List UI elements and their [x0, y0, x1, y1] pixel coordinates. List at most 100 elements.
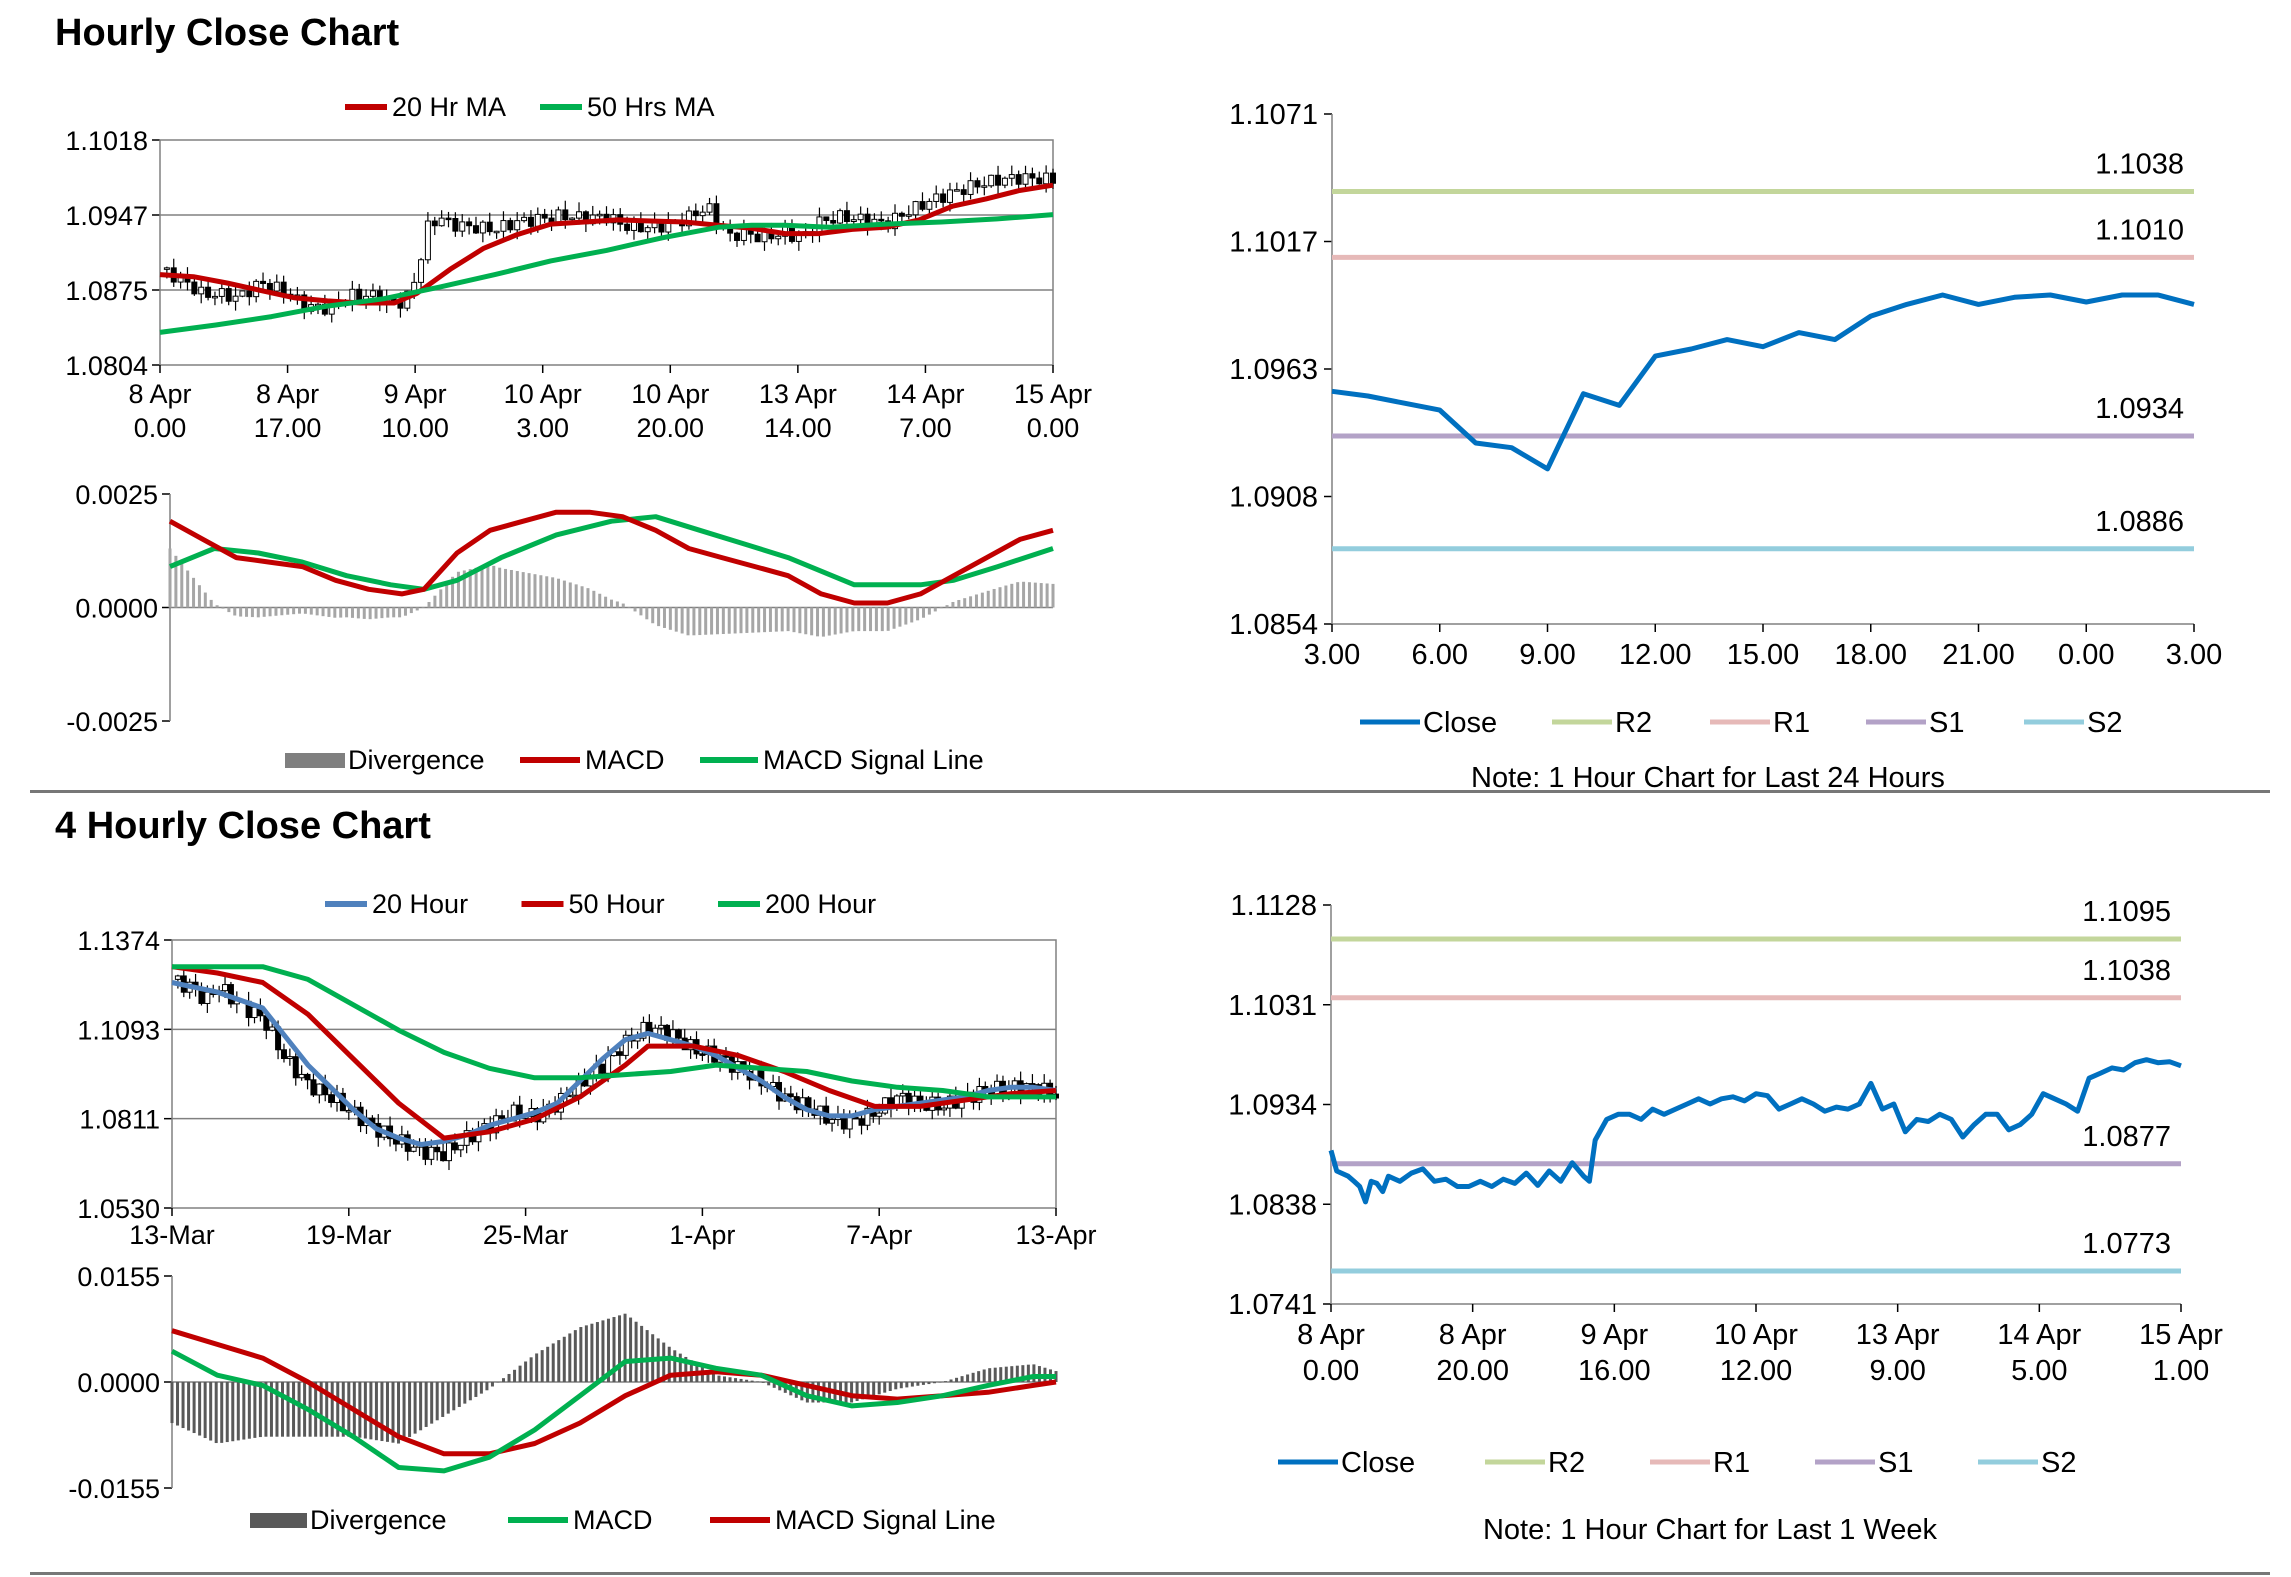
- four_hourly_price-candle-body-94: [722, 1055, 729, 1058]
- hourly_price-candle-body-56: [541, 213, 548, 219]
- four_hourly_macd-divergence-bar-32: [341, 1382, 345, 1437]
- four_hourly_price-candle-body-56: [499, 1115, 506, 1119]
- hourly_price-candle-body-126: [1022, 173, 1029, 185]
- week_close-xtick-time-4: 12.00: [1720, 1355, 1793, 1387]
- hourly_price-candle-body-52: [514, 220, 521, 231]
- four_hourly_macd-divergence-bar-23: [292, 1382, 296, 1437]
- hourly_macd-divergence-bar-13: [239, 607, 243, 617]
- four_hourly_macd-divergence-bar-4: [187, 1382, 191, 1431]
- four_hourly_price-candle-body-24: [310, 1079, 317, 1096]
- hourly_macd-divergence-bar-147: [1027, 582, 1031, 608]
- hourly_macd-divergence-bar-89: [686, 607, 690, 636]
- four_hourly_macd-divergence-bar-73: [568, 1333, 572, 1382]
- four_hourly_macd-divergence-bar-133: [899, 1382, 903, 1389]
- hourly_price-candle-body-60: [569, 217, 576, 221]
- hourly_price-candle-body-43: [452, 218, 459, 232]
- four_hourly_macd-divergence-bar-16: [253, 1382, 257, 1438]
- hourly_macd-divergence-bar-95: [721, 607, 725, 634]
- four_hourly_macd-divergence-bar-5: [192, 1382, 196, 1434]
- hourly_macd-divergence-bar-14: [245, 607, 249, 617]
- hourly_price-candle-body-130: [1050, 172, 1056, 184]
- hourly_macd-divergence-bar-151: [1051, 583, 1055, 608]
- four_hourly_macd-divergence-bar-75: [579, 1327, 583, 1382]
- four_hourly_macd-divergence-bar-143: [955, 1377, 959, 1382]
- four_hourly_price-candle-body-120: [876, 1112, 883, 1117]
- four_hourly_price-candle-body-17: [269, 1026, 276, 1031]
- hourly_macd-divergence-bar-22: [292, 607, 296, 615]
- hourly_price-xtick-date-5: 10 Apr: [631, 379, 709, 409]
- four_hourly_macd-divergence-bar-91: [667, 1346, 671, 1382]
- hourly_price-xtick-date-8: 15 Apr: [1014, 379, 1092, 409]
- day_close-ytick-label-4: 1.0908: [1229, 482, 1318, 514]
- day_close-ytick-label-1: 1.1071: [1229, 99, 1318, 131]
- four_hourly_macd-divergence-bar-138: [927, 1382, 931, 1385]
- hourly_price-candle-body-83: [727, 228, 734, 234]
- hourly_price-candle-body-42: [445, 217, 452, 221]
- four_hourly_macd-divergence-bar-19: [269, 1382, 273, 1437]
- week-close-legend-label-4: S1: [1878, 1447, 1913, 1479]
- hourly_macd-divergence-bar-24: [303, 607, 307, 614]
- hourly_price-candle-body-97: [823, 216, 830, 221]
- hourly_price-candle-body-111: [919, 201, 926, 210]
- four_hourly_macd-divergence-bar-83: [623, 1313, 627, 1382]
- four_hourly_macd-divergence-bar-38: [374, 1382, 378, 1441]
- four_hourly_macd-divergence-bar-74: [573, 1330, 577, 1382]
- hourly_macd-divergence-bar-21: [286, 607, 290, 615]
- week_close-xtick-date-6: 14 Apr: [1997, 1319, 2081, 1351]
- four_hourly_macd-divergence-bar-50: [441, 1382, 445, 1417]
- hourly_price-candle-body-9: [218, 288, 225, 297]
- hourly_macd-divergence-bar-80: [633, 607, 637, 612]
- hourly_price-candle-body-68: [624, 223, 631, 231]
- hourly_macd-divergence-bar-43: [415, 607, 419, 611]
- hourly_macd-divergence-bar-41: [403, 607, 407, 616]
- hourly_price-candle-body-84: [734, 232, 741, 241]
- hourly_price-candle-body-107: [892, 212, 899, 230]
- hourly_price-candle-body-118: [967, 180, 974, 195]
- hourly_macd-divergence-bar-38: [386, 607, 390, 618]
- four_hourly_macd-divergence-bar-28: [319, 1382, 323, 1437]
- four-hourly-macd-legend-label-2: MACD: [573, 1505, 653, 1535]
- four_hourly_macd-divergence-bar-149: [988, 1368, 992, 1382]
- hourly_macd-divergence-bar-97: [733, 607, 737, 634]
- hourly_macd-divergence-bar-123: [886, 607, 890, 631]
- hourly_price-xtick-date-7: 14 Apr: [886, 379, 964, 409]
- hourly_macd-divergence-bar-87: [674, 607, 678, 632]
- week_close-xtick-time-3: 16.00: [1578, 1355, 1651, 1387]
- hourly_macd-divergence-bar-11: [227, 607, 231, 613]
- four_hourly_macd-divergence-bar-124: [850, 1382, 854, 1403]
- day-close-legend-label-4: S1: [1929, 707, 1964, 739]
- hourly_macd-divergence-bar-69: [568, 582, 572, 608]
- four_hourly_macd-divergence-bar-150: [993, 1367, 997, 1382]
- week-close-note: Note: 1 Hour Chart for Last 1 Week: [1483, 1514, 1938, 1546]
- four_hourly_macd-divergence-bar-68: [540, 1350, 544, 1382]
- hourly_macd-divergence-bar-144: [1010, 583, 1014, 608]
- hourly_price-candle-body-17: [273, 281, 280, 292]
- four_hourly_price-candle-body-30: [345, 1109, 352, 1113]
- four_hourly_price-plot-frame: [171, 939, 1057, 1209]
- hourly_macd-divergence-bar-35: [368, 607, 372, 620]
- hourly_price-xtick-time-4: 3.00: [516, 413, 569, 443]
- hourly_macd-divergence-bar-114: [833, 607, 837, 635]
- week_close-xtick-date-4: 10 Apr: [1714, 1319, 1798, 1351]
- four_hourly_macd-divergence-bar-18: [264, 1382, 268, 1437]
- week_close-ytick-label-2: 1.1031: [1228, 990, 1317, 1022]
- four_hourly_price-candle-body-131: [941, 1107, 948, 1111]
- four_hourly_price-candle-body-45: [434, 1146, 441, 1153]
- hourly_price-candle-body-55: [534, 213, 541, 227]
- hourly_macd-divergence-bar-81: [639, 607, 643, 616]
- hourly_price-candle-body-41: [438, 217, 445, 227]
- hourly_price-candle-body-129: [1043, 172, 1050, 185]
- hourly_price-candle-body-71: [644, 227, 651, 233]
- four_hourly_macd-divergence-bar-21: [281, 1382, 284, 1437]
- hourly_price-candle-body-61: [576, 211, 583, 219]
- hourly_price-candle-body-8: [211, 295, 218, 299]
- hourly_price-candle-body-80: [706, 203, 713, 213]
- four_hourly_macd-divergence-bar-108: [761, 1382, 765, 1383]
- hourly_macd-divergence-bar-105: [780, 607, 784, 632]
- hourly_macd-divergence-bar-116: [845, 607, 849, 633]
- four_hourly_macd-divergence-bar-99: [711, 1373, 715, 1382]
- four_hourly_macd-divergence-bar-63: [513, 1369, 517, 1382]
- hourly_macd-divergence-bar-137: [969, 596, 973, 608]
- four_hourly_macd-divergence-bar-41: [391, 1382, 395, 1443]
- hourly_macd-divergence-bar-26: [315, 607, 319, 616]
